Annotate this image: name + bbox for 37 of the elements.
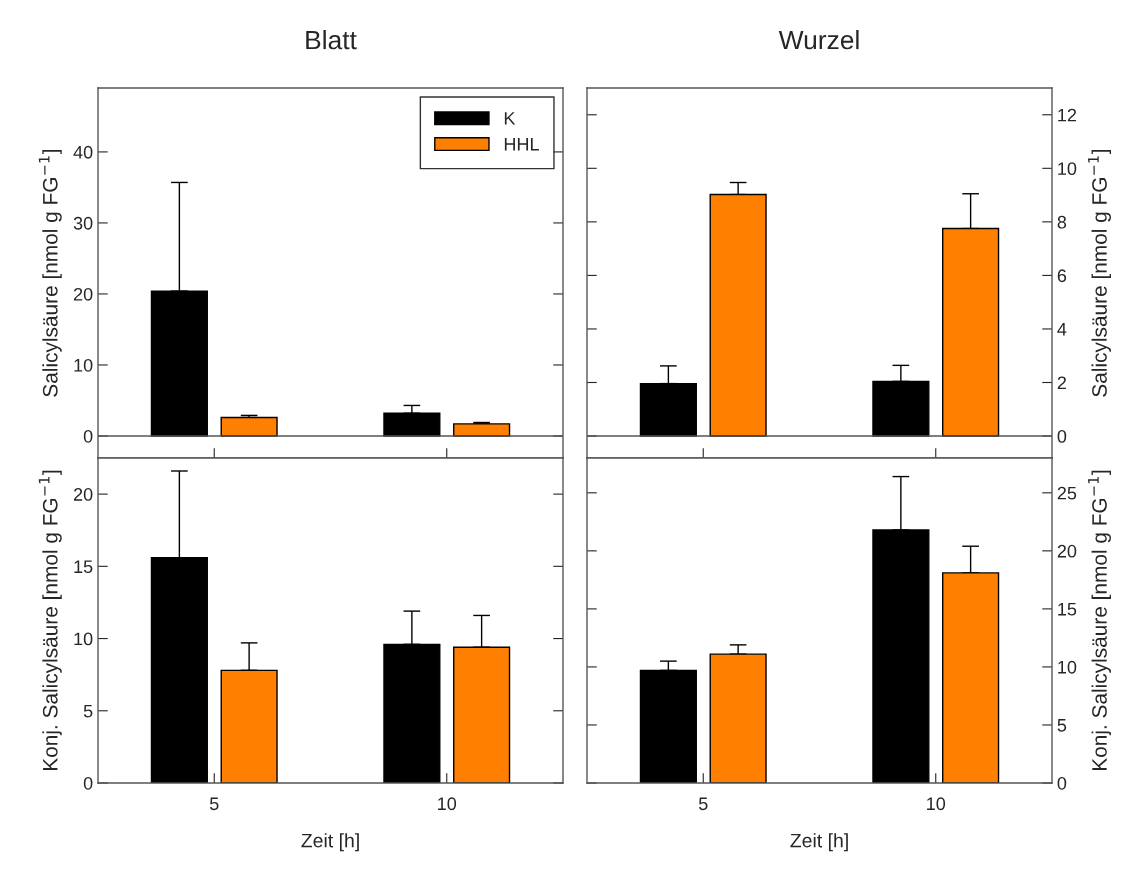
y-tick-label: 15 xyxy=(74,560,93,574)
y-tick-label: 10 xyxy=(1058,162,1077,176)
chart-title: Blatt xyxy=(306,29,357,50)
y-axis-title: Salicylsäure [nmol g FG$^{−1}$] xyxy=(1088,149,1111,397)
y-axis-title: Salicylsäure [nmol g FG$^{−1}$] xyxy=(38,149,62,397)
y-axis-title: Konj. Salicylsäure [nmol g FG$^{−1}$] xyxy=(38,470,62,771)
x-tick-label: 5 xyxy=(698,797,708,811)
y-tick-label: 2 xyxy=(1057,376,1066,390)
y-tick-label: 5 xyxy=(1057,719,1067,732)
y-tick-label: 10 xyxy=(74,632,93,646)
x-tick-label: 10 xyxy=(927,797,946,811)
y-tick-label: 8 xyxy=(1057,215,1067,229)
y-tick-label: 15 xyxy=(1058,603,1077,616)
x-axis-title: Zeit [h] xyxy=(301,833,359,852)
y-tick-label: 20 xyxy=(73,287,93,301)
y-tick-label: 0 xyxy=(83,429,93,443)
y-tick-label: 0 xyxy=(83,776,93,790)
y-tick-label: 30 xyxy=(73,216,93,230)
y-tick-label: 5 xyxy=(83,704,93,718)
legend-label: HHL xyxy=(504,137,539,151)
y-tick-label: 6 xyxy=(1057,269,1067,283)
y-tick-label: 20 xyxy=(73,488,93,501)
y-axis-title: Konj. Salicylsäure [nmol g FG$^{−1}$] xyxy=(1088,470,1111,771)
y-tick-label: 10 xyxy=(1058,660,1077,674)
y-tick-label: 40 xyxy=(73,145,93,159)
y-tick-label: 10 xyxy=(74,358,93,372)
y-tick-label: 25 xyxy=(1057,486,1077,500)
legend-label: K xyxy=(504,112,516,125)
x-tick-label: 5 xyxy=(209,797,219,811)
x-tick-label: 10 xyxy=(438,797,457,811)
chart-title: Wurzel xyxy=(778,29,859,50)
y-tick-label: 0 xyxy=(1057,429,1067,443)
y-tick-label: 12 xyxy=(1058,108,1077,122)
y-tick-label: 4 xyxy=(1057,323,1067,336)
y-tick-label: 20 xyxy=(1057,544,1077,558)
x-axis-title: Zeit [h] xyxy=(790,833,848,852)
y-tick-label: 0 xyxy=(1057,776,1067,790)
